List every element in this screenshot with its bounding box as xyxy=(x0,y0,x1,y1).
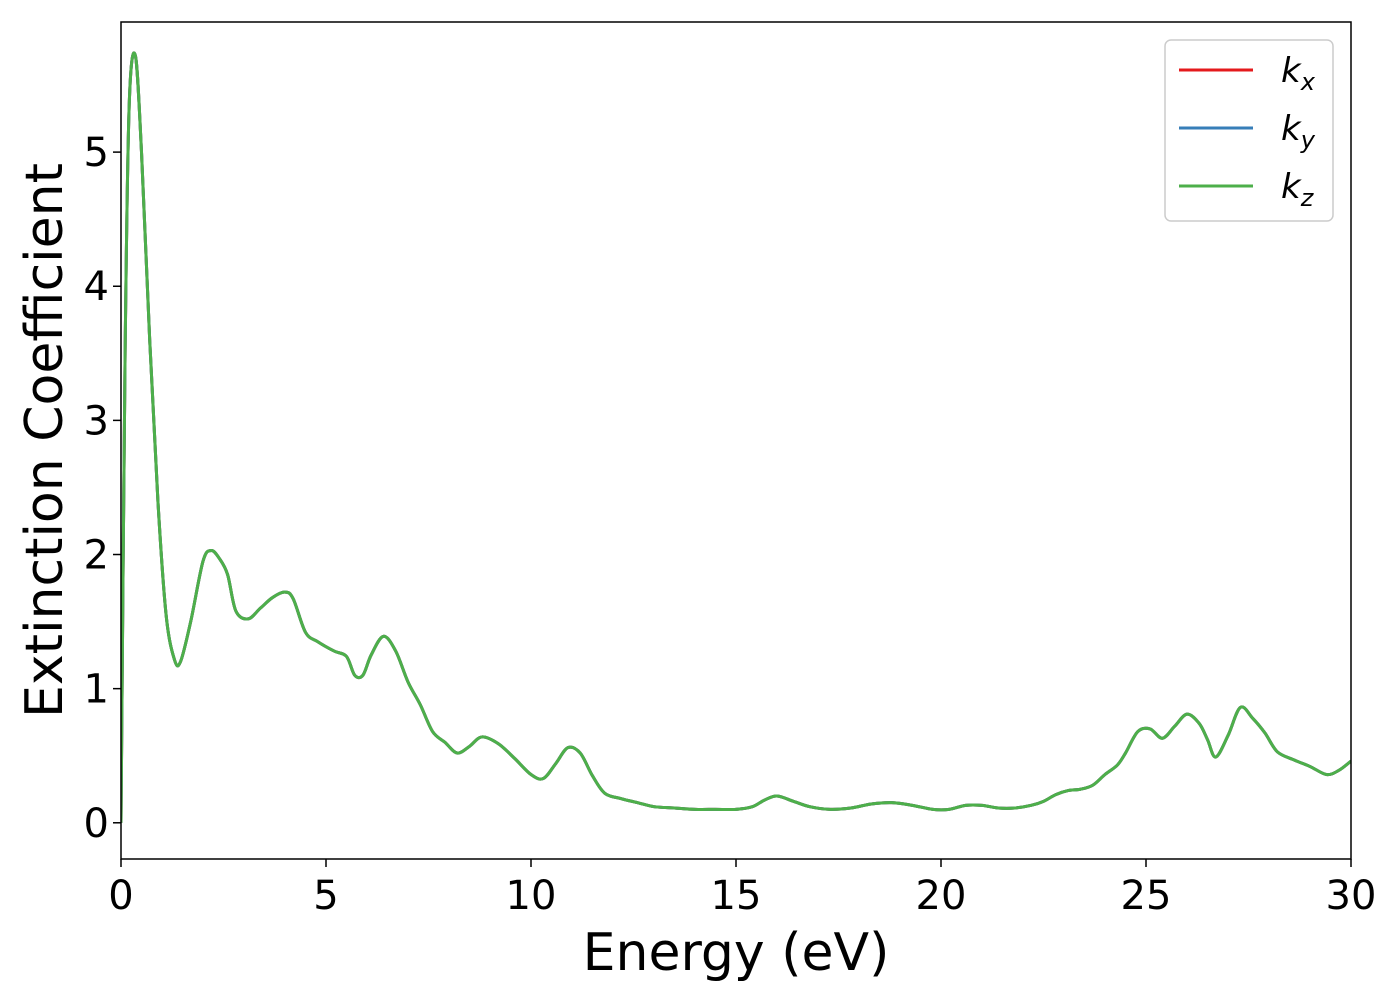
legend-label-subscript: x xyxy=(1300,68,1316,96)
x-tick-label: 5 xyxy=(313,873,338,919)
y-tick-label: 5 xyxy=(84,130,109,176)
y-tick-label: 1 xyxy=(84,667,109,713)
x-axis-title: Energy (eV) xyxy=(583,923,890,983)
x-tick-label: 10 xyxy=(506,873,557,919)
x-tick-label: 15 xyxy=(711,873,762,919)
x-tick-label: 30 xyxy=(1326,873,1377,919)
legend-label-subscript: z xyxy=(1300,184,1315,212)
y-tick-label: 4 xyxy=(84,264,109,310)
y-axis-title: Extinction Coefficient xyxy=(15,163,75,718)
legend-label-base: k xyxy=(1281,109,1302,149)
series-line-kz xyxy=(121,51,1351,823)
legend-label-base: k xyxy=(1281,51,1302,91)
legend-label-base: k xyxy=(1281,167,1302,207)
legend-label-kx: kx xyxy=(1281,51,1316,96)
y-tick-label: 2 xyxy=(84,533,109,579)
axes: 0 5 10 15 20 25 30 0 1 2 3 4 5 xyxy=(84,21,1377,919)
y-tick-label: 0 xyxy=(84,801,109,847)
x-tick-label: 25 xyxy=(1121,873,1172,919)
x-tick-label: 0 xyxy=(108,873,133,919)
plot-area xyxy=(121,51,1351,823)
legend-label-ky: ky xyxy=(1281,109,1316,154)
x-tick-label: 20 xyxy=(916,873,967,919)
legend-label-subscript: y xyxy=(1300,126,1316,154)
legend-box xyxy=(1164,39,1334,222)
legend-label-kz: kz xyxy=(1281,167,1315,212)
y-tick-label: 3 xyxy=(84,398,109,444)
